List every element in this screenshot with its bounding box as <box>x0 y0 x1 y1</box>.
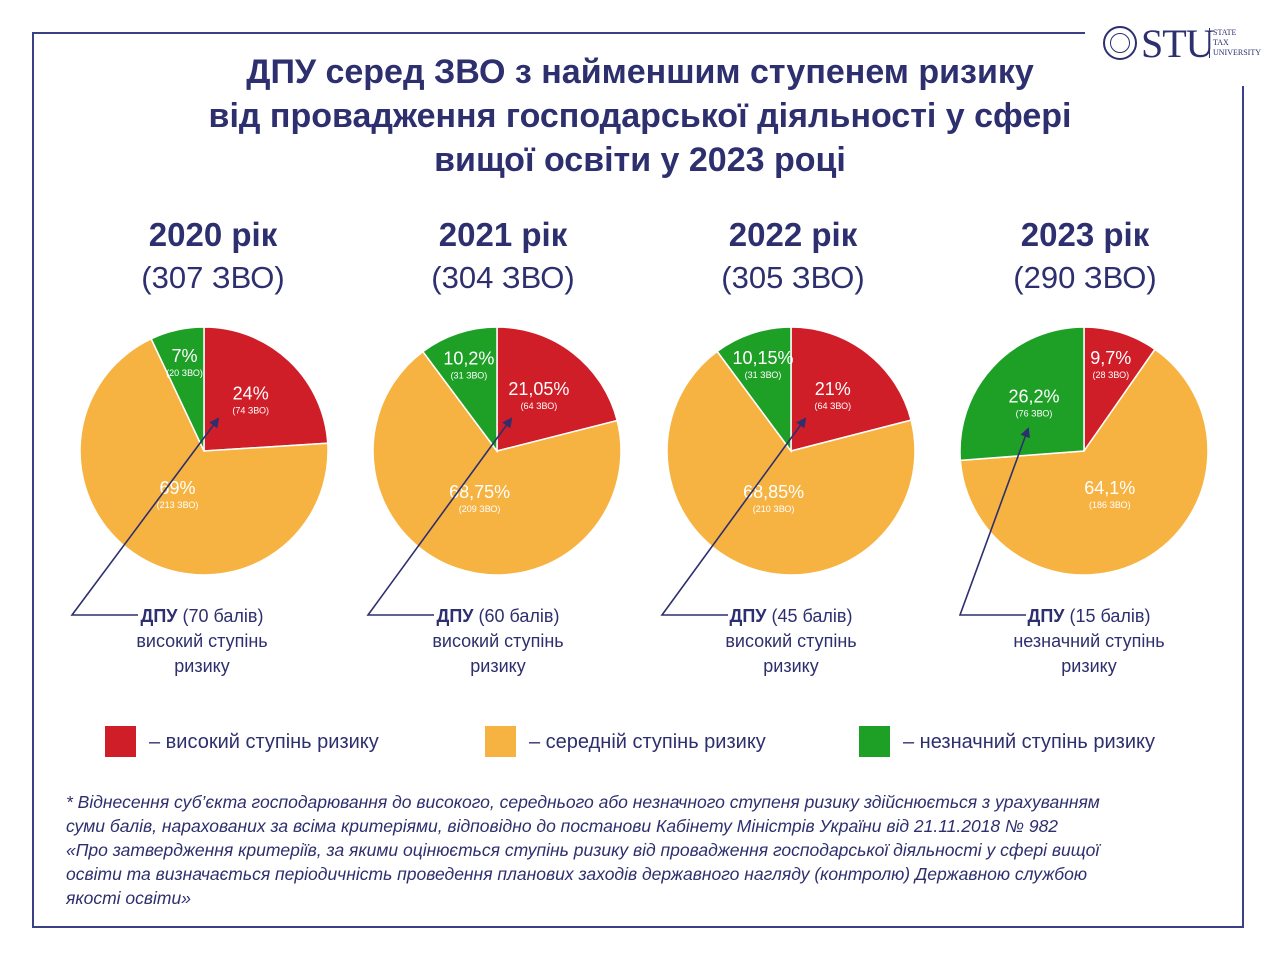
slice-count-label: (186 ЗВО) <box>1089 500 1131 510</box>
pie-chart-3: 9,7% (28 ЗВО) 64,1% (186 ЗВО) 26,2% (76 ЗВО) <box>958 326 1209 616</box>
year-label: 2023 рік <box>1020 216 1150 253</box>
caption-line: високий ступінь <box>136 631 268 651</box>
slice-percent-label: 69% <box>159 478 195 498</box>
chart-title-2021: 2021 рік (304 ЗВО) <box>383 212 623 298</box>
slice-count-label: (31 ЗВО) <box>745 370 782 380</box>
institution-count: (304 ЗВО) <box>431 260 575 295</box>
page-title: ДПУ серед ЗВО з найменшим ступенем ризик… <box>100 50 1180 182</box>
pie-slice-high <box>790 326 913 452</box>
slice-percent-label: 68,75% <box>449 482 510 502</box>
footnote-line: * Віднесення суб’єкта господарювання до … <box>66 792 1100 812</box>
dpu-caption-2021: ДПУ (60 балів) високий ступінь ризику <box>378 604 618 679</box>
dpu-caption-2020: ДПУ (70 балів) високий ступінь ризику <box>82 604 322 679</box>
institution-count: (307 ЗВО) <box>141 260 285 295</box>
legend-swatch-low <box>859 726 890 757</box>
title-line: вищої освіти у 2023 році <box>434 141 846 179</box>
caption-score: ДПУ (60 балів) <box>436 606 560 626</box>
logo-wordmark: STU <box>1141 21 1215 66</box>
legend-swatch-high <box>105 726 136 757</box>
footnote-line: якості освіти» <box>66 888 191 908</box>
slice-percent-label: 24% <box>233 383 269 403</box>
slice-percent-label: 10,15% <box>732 348 793 368</box>
caption-line: високий ступінь <box>432 631 564 651</box>
seal-icon <box>1103 26 1137 60</box>
slice-count-label: (76 ЗВО) <box>1016 409 1053 419</box>
caption-score: ДПУ (45 балів) <box>729 606 853 626</box>
slice-percent-label: 21% <box>815 379 851 399</box>
footnote: * Віднесення суб’єкта господарювання до … <box>66 790 1216 910</box>
legend-label: – високий ступінь ризику <box>149 731 379 753</box>
pie-slice-high <box>496 326 619 452</box>
slice-percent-label: 26,2% <box>1008 387 1059 407</box>
pie-slice-low <box>421 326 498 454</box>
year-label: 2021 рік <box>438 216 568 253</box>
callout-arrow <box>958 427 1030 616</box>
chart-title-2020: 2020 рік (307 ЗВО) <box>93 212 333 298</box>
legend-swatch-medium <box>485 726 516 757</box>
year-label: 2020 рік <box>148 216 278 253</box>
logo-sub-line: UNIVERSITY <box>1213 48 1261 57</box>
caption-score: ДПУ (70 балів) <box>140 606 264 626</box>
slice-percent-label: 10,2% <box>443 348 494 368</box>
chart-title-2022: 2022 рік (305 ЗВО) <box>673 212 913 298</box>
institution-count: (290 ЗВО) <box>1013 260 1157 295</box>
callout-arrow <box>70 417 220 616</box>
slice-count-label: (64 ЗВО) <box>521 401 558 411</box>
slice-count-label: (210 ЗВО) <box>753 504 795 514</box>
pie-chart-1: 21,05% (64 ЗВО) 68,75% (209 ЗВО) 10,2% (31 ЗВ… <box>366 326 622 616</box>
slice-count-label: (31 ЗВО) <box>451 370 488 380</box>
pie-slice-low <box>959 326 1085 462</box>
slice-percent-label: 7% <box>171 346 197 366</box>
legend-label: – незначний ступінь ризику <box>903 731 1155 753</box>
caption-line: ризику <box>1061 656 1117 676</box>
dpu-caption-2023: ДПУ (15 балів) незначний ступінь ризику <box>969 604 1209 679</box>
caption-line: ризику <box>763 656 819 676</box>
caption-score: ДПУ (15 балів) <box>1027 606 1151 626</box>
pie-slice-medium <box>79 337 329 576</box>
slice-percent-label: 64,1% <box>1084 478 1135 498</box>
pie-slice-medium <box>372 350 622 576</box>
title-line: ДПУ серед ЗВО з найменшим ступенем ризик… <box>246 53 1034 91</box>
slice-count-label: (74 ЗВО) <box>232 405 269 415</box>
slice-percent-label: 21,05% <box>508 379 569 399</box>
logo-subtitle: STATE TAX UNIVERSITY <box>1209 28 1261 58</box>
logo-sub-line: TAX <box>1213 38 1229 47</box>
title-line: від провадження господарської діяльності… <box>208 97 1072 135</box>
slice-count-label: (213 ЗВО) <box>157 500 199 510</box>
slice-percent-label: 68,85% <box>743 482 804 502</box>
caption-line: незначний ступінь <box>1013 631 1165 651</box>
pie-chart-2: 21% (64 ЗВО) 68,85% (210 ЗВО) 10,15% (31 ЗВО) <box>660 326 916 616</box>
caption-line: високий ступінь <box>725 631 857 651</box>
callout-arrow <box>366 417 513 616</box>
pie-slice-medium <box>959 348 1209 576</box>
slice-percent-label: 9,7% <box>1090 348 1131 368</box>
pie-chart-0: 24% (74 ЗВО) 69% (213 ЗВО) 7% (20 ЗВО) <box>70 326 329 616</box>
footnote-line: освіти та визначається періодичність про… <box>66 864 1087 884</box>
chart-title-2023: 2023 рік (290 ЗВО) <box>965 212 1205 298</box>
year-label: 2022 рік <box>728 216 858 253</box>
pie-slice-high <box>203 326 329 452</box>
slice-count-label: (20 ЗВО) <box>166 368 203 378</box>
pie-slice-low <box>150 326 205 452</box>
content-frame <box>32 32 1244 928</box>
caption-line: ризику <box>174 656 230 676</box>
caption-line: ризику <box>470 656 526 676</box>
slice-count-label: (64 ЗВО) <box>814 401 851 411</box>
pie-slice-low <box>716 326 792 454</box>
pie-slice-high <box>1083 326 1157 454</box>
legend-label: – середній ступінь ризику <box>529 731 766 753</box>
institution-count: (305 ЗВО) <box>721 260 865 295</box>
slice-count-label: (209 ЗВО) <box>459 504 501 514</box>
footnote-line: «Про затвердження критеріїв, за якими оц… <box>66 840 1100 860</box>
callout-arrow <box>660 417 807 616</box>
university-logo: STU STATE TAX UNIVERSITY <box>1103 22 1275 68</box>
pie-slice-medium <box>666 350 916 576</box>
footnote-line: суми балів, нарахованих за всіма критері… <box>66 816 1059 836</box>
logo-sub-line: STATE <box>1213 28 1237 37</box>
dpu-caption-2022: ДПУ (45 балів) високий ступінь ризику <box>671 604 911 679</box>
slice-count-label: (28 ЗВО) <box>1092 370 1129 380</box>
